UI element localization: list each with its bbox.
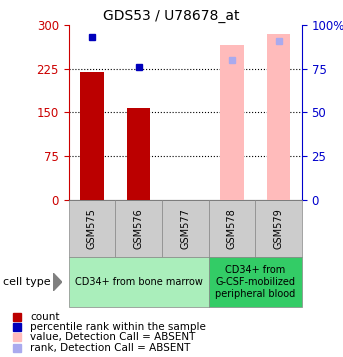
Text: GSM577: GSM577 [180, 208, 190, 249]
Text: GSM575: GSM575 [87, 208, 97, 249]
Text: GDS53 / U78678_at: GDS53 / U78678_at [103, 9, 240, 23]
Text: GSM578: GSM578 [227, 208, 237, 249]
Bar [115, 200, 162, 257]
Text: rank, Detection Call = ABSENT: rank, Detection Call = ABSENT [30, 343, 190, 353]
Bar [80, 72, 104, 200]
Bar [127, 109, 150, 200]
Text: CD34+ from bone marrow: CD34+ from bone marrow [75, 277, 202, 287]
Text: CD34+ from
G-CSF-mobilized
peripheral blood: CD34+ from G-CSF-mobilized peripheral bl… [215, 266, 295, 298]
Text: GSM579: GSM579 [273, 208, 284, 249]
Bar [69, 200, 115, 257]
Bar [220, 45, 244, 200]
Bar [209, 257, 302, 307]
Text: value, Detection Call = ABSENT: value, Detection Call = ABSENT [30, 332, 195, 342]
Bar [162, 200, 209, 257]
Text: percentile rank within the sample: percentile rank within the sample [30, 322, 206, 332]
Text: GSM576: GSM576 [133, 208, 144, 249]
Bar [255, 200, 302, 257]
Bar [267, 34, 290, 200]
Bar [209, 200, 255, 257]
Bar [69, 257, 209, 307]
Text: cell type: cell type [3, 277, 51, 287]
Text: count: count [30, 312, 59, 322]
Polygon shape [53, 273, 62, 291]
